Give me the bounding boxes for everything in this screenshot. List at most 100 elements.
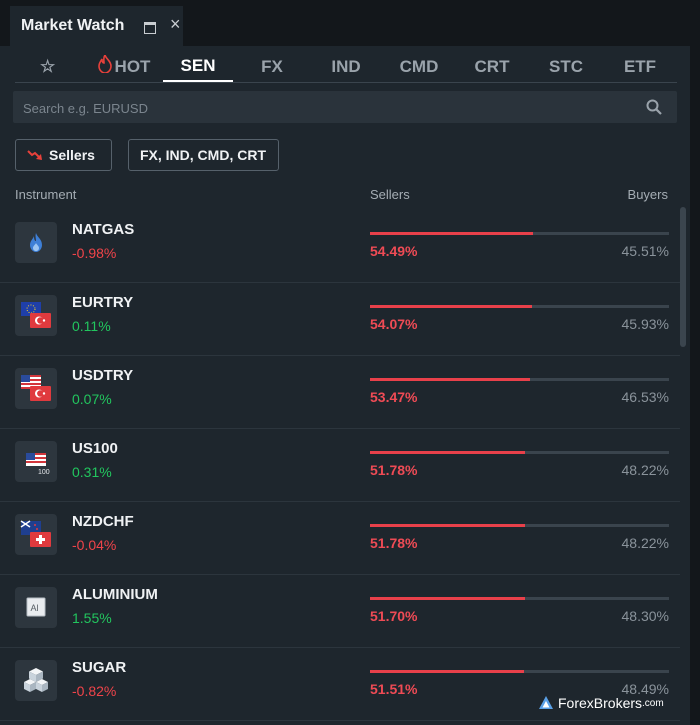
- sellers-bar-fill: [370, 670, 524, 673]
- table-row[interactable]: EURTRY 0.11% 54.07% 45.93%: [0, 282, 680, 356]
- search-box: [13, 91, 677, 125]
- search-icon[interactable]: [646, 99, 662, 115]
- tab-label: CRT: [474, 56, 510, 76]
- scrollbar-thumb[interactable]: [680, 207, 686, 347]
- close-icon[interactable]: ×: [170, 14, 181, 34]
- tab-label: FX: [261, 56, 283, 76]
- buyers-percent: 46.53%: [621, 389, 669, 405]
- table-row[interactable]: Al ALUMINIUM 1.55% 51.70% 48.30%: [0, 574, 680, 648]
- search-input[interactable]: [13, 91, 645, 125]
- forexbrokers-logo-icon: [539, 696, 553, 709]
- table-row[interactable]: NATGAS -0.98% 54.49% 45.51%: [0, 209, 680, 283]
- trend-down-icon: [27, 150, 42, 160]
- tab-label: IND: [331, 56, 361, 76]
- tab-label: HOT: [114, 56, 151, 76]
- sellers-bar-fill: [370, 305, 532, 308]
- star-icon: ☆: [40, 56, 56, 76]
- sentiment-bar: [370, 524, 669, 527]
- tab-hot[interactable]: HOT: [93, 52, 155, 81]
- instrument-name: US100: [72, 440, 118, 457]
- sellers-bar-fill: [370, 451, 525, 454]
- sellers-percent: 54.49%: [370, 243, 418, 259]
- tab-crt[interactable]: CRT: [465, 52, 519, 81]
- sellers-percent: 51.78%: [370, 462, 418, 478]
- instrument-name: USDTRY: [72, 367, 134, 384]
- instrument-name: SUGAR: [72, 659, 127, 676]
- aluminium-icon: Al: [15, 587, 57, 628]
- sellers-percent: 51.51%: [370, 681, 418, 697]
- window-title: Market Watch: [21, 17, 125, 34]
- sellers-percent: 53.47%: [370, 389, 418, 405]
- instrument-change: -0.98%: [72, 245, 117, 261]
- buyers-percent: 45.93%: [621, 316, 669, 332]
- table-row[interactable]: 100 US100 0.31% 51.78% 48.22%: [0, 428, 680, 502]
- instrument-change: -0.04%: [72, 537, 117, 553]
- sellers-percent: 54.07%: [370, 316, 418, 332]
- sellers-percent: 51.70%: [370, 608, 418, 624]
- column-header-instrument: Instrument: [15, 187, 77, 202]
- instrument-change: -0.82%: [72, 683, 117, 699]
- sellers-bar-fill: [370, 378, 530, 381]
- instrument-name: EURTRY: [72, 294, 134, 311]
- tab-ind[interactable]: IND: [319, 52, 373, 81]
- tab-label: CMD: [399, 56, 439, 76]
- column-header-sellers: Sellers: [370, 187, 410, 202]
- us-flag-100-icon: 100: [15, 441, 57, 482]
- forexbrokers-watermark: ForexBrokers .com: [538, 692, 664, 714]
- usd-try-flags-icon: [15, 368, 57, 409]
- tab-favorites[interactable]: ☆: [40, 52, 55, 81]
- buyers-percent: 48.49%: [621, 681, 669, 697]
- instrument-name: ALUMINIUM: [72, 586, 158, 603]
- tab-label: STC: [549, 56, 583, 76]
- icon-text: 100: [38, 469, 50, 476]
- table-row[interactable]: SUGAR -0.82% 51.51% 48.49%: [0, 647, 680, 721]
- icon-text: Al: [31, 603, 39, 613]
- column-header-buyers: Buyers: [627, 187, 668, 202]
- watermark-brand: ForexBrokers: [558, 695, 643, 711]
- sentiment-bar: [370, 378, 669, 381]
- tab-cmd[interactable]: CMD: [391, 52, 447, 81]
- instrument-change: 0.31%: [72, 464, 112, 480]
- table-row[interactable]: USDTRY 0.07% 53.47% 46.53%: [0, 355, 680, 429]
- flame-icon: [97, 53, 112, 78]
- category-filter-label: FX, IND, CMD, CRT: [140, 147, 266, 163]
- tab-label: SEN: [180, 56, 216, 75]
- sugar-cubes-icon: [15, 660, 57, 701]
- sellers-bar-fill: [370, 232, 533, 235]
- tab-fx[interactable]: FX: [245, 52, 299, 81]
- instrument-name: NZDCHF: [72, 513, 134, 530]
- tab-sen[interactable]: SEN: [163, 52, 233, 82]
- category-tabs: ☆ HOT SEN FX IND CMD CRT STC ETF: [15, 52, 677, 83]
- gas-flame-icon: [15, 222, 57, 263]
- sort-label: Sellers: [49, 147, 95, 163]
- sort-sellers-button[interactable]: Sellers: [15, 139, 112, 171]
- sentiment-bar: [370, 305, 669, 308]
- buyers-percent: 48.22%: [621, 462, 669, 478]
- eur-try-flags-icon: [15, 295, 57, 336]
- nzd-chf-flags-icon: [15, 514, 57, 555]
- sellers-bar-fill: [370, 597, 525, 600]
- instrument-change: 0.07%: [72, 391, 112, 407]
- buyers-percent: 48.22%: [621, 535, 669, 551]
- sellers-percent: 51.78%: [370, 535, 418, 551]
- sentiment-bar: [370, 451, 669, 454]
- market-watch-window-tab[interactable]: Market Watch ×: [10, 6, 183, 46]
- instrument-change: 1.55%: [72, 610, 112, 626]
- buyers-percent: 48.30%: [621, 608, 669, 624]
- category-filter-button[interactable]: FX, IND, CMD, CRT: [128, 139, 279, 171]
- sentiment-bar: [370, 597, 669, 600]
- list-scrollbar[interactable]: [680, 207, 686, 725]
- sentiment-bar: [370, 670, 669, 673]
- tab-stc[interactable]: STC: [539, 52, 593, 81]
- sentiment-bar: [370, 232, 669, 235]
- maximize-icon[interactable]: [144, 22, 156, 34]
- instrument-name: NATGAS: [72, 221, 135, 238]
- watermark-suffix: .com: [642, 697, 664, 709]
- instrument-change: 0.11%: [72, 318, 111, 334]
- tab-label: ETF: [623, 56, 657, 76]
- tab-etf[interactable]: ETF: [613, 52, 667, 81]
- table-row[interactable]: NZDCHF -0.04% 51.78% 48.22%: [0, 501, 680, 575]
- sellers-bar-fill: [370, 524, 525, 527]
- window-scrollbar[interactable]: [690, 46, 700, 725]
- buyers-percent: 45.51%: [621, 243, 669, 259]
